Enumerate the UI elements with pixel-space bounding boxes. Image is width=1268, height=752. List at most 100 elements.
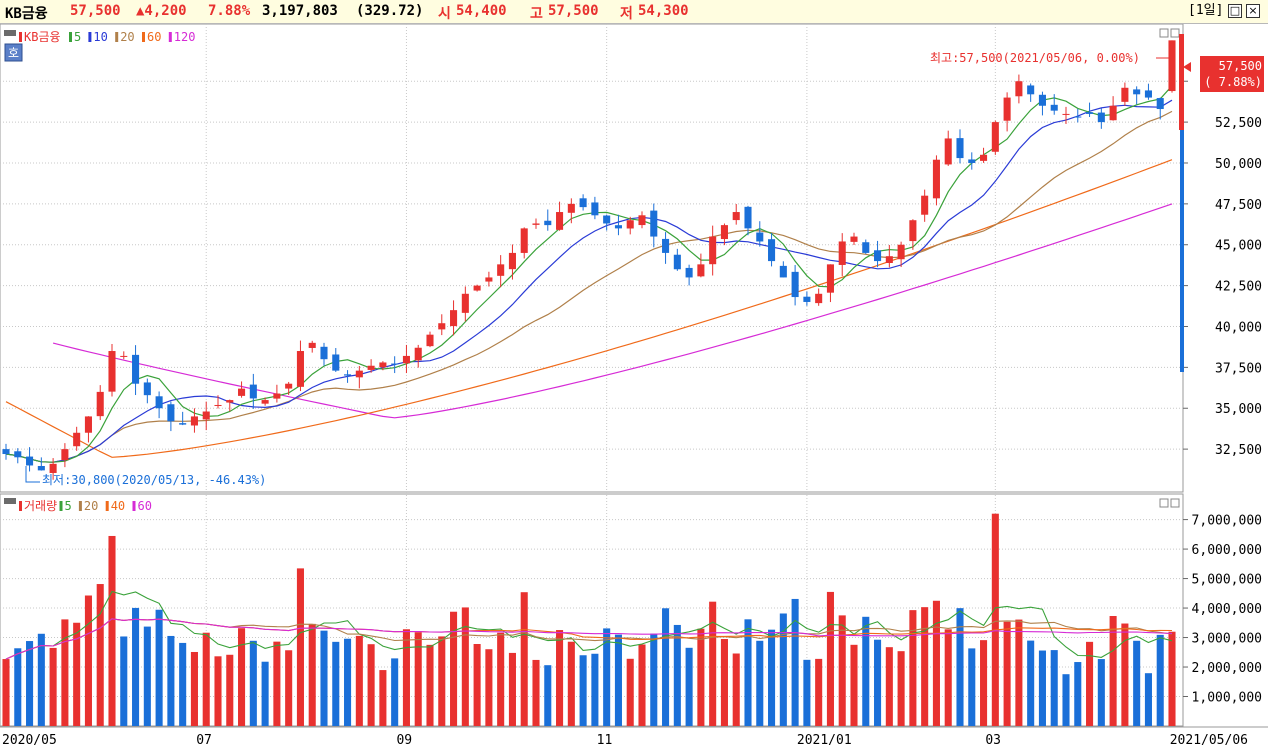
candle-body xyxy=(556,212,564,230)
price-tick-label: 50,000 xyxy=(1215,157,1262,172)
candle-body xyxy=(1144,90,1152,98)
candle-body xyxy=(238,388,246,396)
price-legend-label[interactable]: 60 xyxy=(147,30,161,44)
low-annotation: 최저:30,800(2020/05/13, -46.43%) xyxy=(42,473,266,487)
candle-body xyxy=(508,252,516,270)
volume-bar xyxy=(944,629,952,726)
volume-bar xyxy=(885,647,893,726)
close-icon[interactable]: × xyxy=(1246,4,1260,18)
moving-average-lines xyxy=(5,85,1173,463)
price-tick-label: 35,000 xyxy=(1215,402,1262,417)
panel-restore-icon[interactable] xyxy=(1159,28,1169,38)
volume-bar xyxy=(815,658,823,726)
volume-bar xyxy=(249,640,257,726)
ask-badge[interactable] xyxy=(4,43,23,62)
volume-legend-label[interactable]: 5 xyxy=(65,499,72,513)
candle-body xyxy=(414,347,422,361)
candle-body xyxy=(296,351,304,387)
candle-body xyxy=(226,400,234,403)
candle-body xyxy=(332,354,340,371)
candle-body xyxy=(285,383,293,389)
candle-body xyxy=(603,215,611,224)
volume-bar xyxy=(402,629,410,726)
volume-bar xyxy=(1144,673,1152,726)
candle-body xyxy=(1074,116,1082,118)
ma60-line xyxy=(5,159,1173,458)
volume-bar xyxy=(932,600,940,726)
panel-close-icon[interactable] xyxy=(1170,28,1180,38)
price-legend-label[interactable]: 20 xyxy=(120,30,134,44)
volume-bar xyxy=(238,628,246,726)
volume-legend-label[interactable]: 40 xyxy=(111,499,125,513)
volume-ma5-line xyxy=(5,590,1173,660)
volume-bar xyxy=(991,513,999,726)
volume-panel-restore-icon[interactable] xyxy=(1159,498,1169,508)
volume-bar xyxy=(709,601,717,726)
volume-bar xyxy=(508,652,516,726)
date-tick-label: 2021/01 xyxy=(797,733,852,748)
volume-bar xyxy=(49,647,57,726)
volume-bar xyxy=(14,648,22,726)
candle-body xyxy=(567,203,575,213)
volume-panel-close-icon[interactable] xyxy=(1170,498,1180,508)
volume-bar xyxy=(1086,641,1094,726)
candle-body xyxy=(108,351,116,392)
volume-bar xyxy=(391,658,399,726)
candle-body xyxy=(980,154,988,161)
volume-bar xyxy=(626,658,634,726)
candle-body xyxy=(73,432,81,447)
volume-bar xyxy=(1097,659,1105,726)
candle-body xyxy=(532,223,540,225)
current-price-arrow xyxy=(1183,62,1191,72)
candle-body xyxy=(591,202,599,216)
high-annotation: 최고:57,500(2021/05/06, 0.00%) xyxy=(930,51,1140,65)
candle-body xyxy=(37,465,45,471)
candle-body xyxy=(84,416,92,433)
volume-legend-label[interactable]: 20 xyxy=(84,499,98,513)
price-legend-swatch xyxy=(19,32,22,42)
candle-body xyxy=(991,122,999,152)
volume-bar xyxy=(202,632,210,726)
candle-body xyxy=(143,382,151,396)
stock-name[interactable]: KB금융 xyxy=(5,6,48,22)
volume-bar xyxy=(143,626,151,726)
volume-bar xyxy=(779,613,787,726)
low-annotation-leader xyxy=(25,466,40,483)
panel-menu-icon[interactable] xyxy=(4,30,16,36)
candle-body xyxy=(473,285,481,291)
price-legend-label[interactable]: 5 xyxy=(74,30,81,44)
maximize-icon[interactable]: □ xyxy=(1228,4,1242,18)
volume-panel-menu-icon[interactable] xyxy=(4,498,16,504)
volume-legend-label[interactable]: 60 xyxy=(138,499,152,513)
volume-bar xyxy=(909,610,917,726)
volume-bar xyxy=(285,650,293,726)
chart-canvas[interactable]: 32,500 35,000 37,500 40,000 42,500 45,000 47,5… xyxy=(0,24,1268,752)
candle-body xyxy=(614,225,622,229)
candle-body xyxy=(838,241,846,265)
volume-bar xyxy=(167,635,175,726)
price-legend-label[interactable]: 120 xyxy=(174,30,196,44)
volume-bar xyxy=(473,644,481,726)
volume-bar xyxy=(1156,634,1164,726)
candle-body xyxy=(720,225,728,240)
current-price-box xyxy=(1200,56,1264,92)
volume-bar xyxy=(450,611,458,726)
price-legend-label[interactable]: KB금융 xyxy=(24,30,61,44)
candle-body xyxy=(803,296,811,302)
candle-body xyxy=(932,159,940,199)
candle-body xyxy=(1109,105,1117,121)
period-selector[interactable]: [1일] xyxy=(1188,3,1224,18)
volume-legend-label[interactable]: 거래량 xyxy=(24,499,57,513)
ma20-line xyxy=(5,110,1173,463)
candle-body xyxy=(826,264,834,293)
volume-bar xyxy=(768,629,776,726)
candle-body xyxy=(897,244,905,260)
candle-body xyxy=(497,264,505,276)
candle-body xyxy=(744,206,752,229)
candle-body xyxy=(214,404,222,406)
date-tick-label: 2021/05/06 xyxy=(1170,733,1248,748)
candle-body xyxy=(768,239,776,262)
price-legend-label[interactable]: 10 xyxy=(93,30,107,44)
volume-bar xyxy=(744,619,752,726)
